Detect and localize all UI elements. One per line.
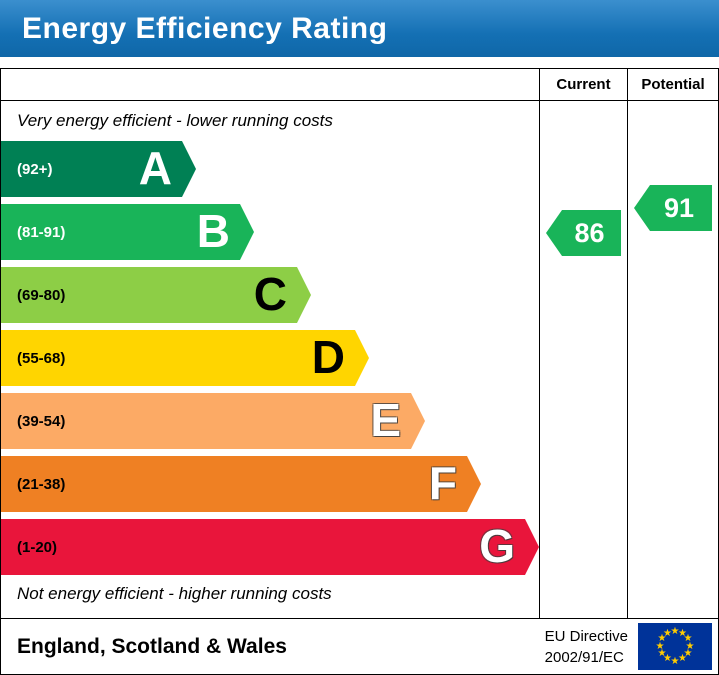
band-letter-e: E [370,394,401,447]
band-range-c: (69-80) [17,286,66,304]
band-letter-f: F [428,457,457,510]
band-range-d: (55-68) [17,349,66,367]
top-note: Very energy efficient - lower running co… [17,111,333,130]
band-letter-d: D [311,331,345,384]
potential-rating-value: 91 [663,192,695,223]
eu-directive-label: EU Directive 2002/91/EC [545,626,628,668]
bottom-note: Not energy efficient - higher running co… [17,584,332,603]
eu-flag-star: ★ [678,653,687,665]
page-title: Energy Efficiency Rating [22,11,388,45]
eu-flag-star: ★ [663,627,672,639]
band-range-g: (1-20) [17,538,58,556]
eu-flag-star: ★ [657,648,667,659]
band-row-f: (21-38) F [1,456,481,512]
band-letter-a: A [138,142,172,195]
current-column: 86 [539,101,627,618]
band-row-a: (92+) A [1,141,196,197]
eu-flag-star: ★ [655,640,665,652]
eu-flag-star: ★ [685,640,695,652]
potential-rating-arrow: 91 [634,185,712,231]
bands: (92+) A (81-91) B (69-80) C (55-68) D (3… [1,141,539,575]
band-range-b: (81-91) [17,223,66,241]
eu-flag-star: ★ [670,655,680,667]
potential-column-header: Potential [627,69,718,101]
band-letter-g: G [479,520,515,573]
current-rating-arrow: 86 [546,210,621,256]
footer: England, Scotland & Wales EU Directive 2… [0,618,719,675]
title-banner: Energy Efficiency Rating [0,0,719,57]
eu-flag-star: ★ [657,633,667,644]
band-row-e: (39-54) E [1,393,425,449]
band-letter-c: C [253,268,287,321]
eu-flag-star: ★ [678,627,687,639]
band-letter-b: B [196,205,230,258]
region-label: England, Scotland & Wales [17,634,287,658]
band-row-b: (81-91) B [1,204,254,260]
band-row-d: (55-68) D [1,330,369,386]
eu-flag-star: ★ [683,633,693,644]
eu-flag-star: ★ [683,648,693,659]
eu-flag-star: ★ [663,653,672,665]
eu-directive-line1: EU Directive [544,627,628,645]
band-range-f: (21-38) [17,475,66,493]
eu-directive-line2: 2002/91/EC [544,648,624,666]
band-range-e: (39-54) [17,412,66,430]
current-rating-value: 86 [574,217,605,248]
eu-flag-star: ★ [670,625,680,637]
band-row-c: (69-80) C [1,267,311,323]
current-column-header: Current [539,69,627,101]
band-range-a: (92+) [17,160,53,178]
energy-rating-chart: Current Potential Very energy efficient … [0,68,719,619]
band-zone: Very energy efficient - lower running co… [1,101,539,618]
eu-flag-icon: ★ ★ ★ ★ ★ ★ ★ ★ ★ ★ ★ ★ [638,623,712,670]
header-corner-cell [1,69,539,101]
band-row-g: (1-20) G [1,519,539,575]
potential-column: 91 [627,101,718,618]
